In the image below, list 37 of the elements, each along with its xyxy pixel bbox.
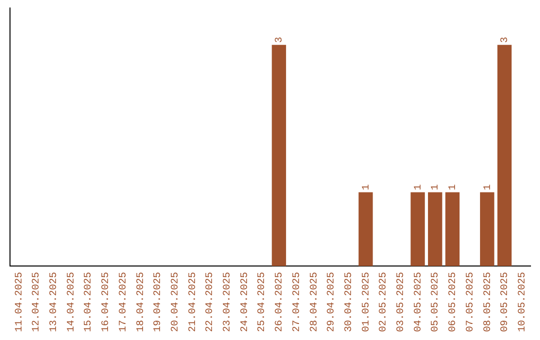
data-label: 1	[448, 184, 460, 190]
x-tick-label: 18.04.2025	[136, 272, 147, 332]
x-tick-label: 05.05.2025	[430, 272, 442, 332]
data-label: 1	[482, 184, 494, 190]
x-tick-label: 24.04.2025	[240, 272, 251, 332]
x-tick-label: 23.04.2025	[222, 272, 234, 332]
x-tick-label: 19.04.2025	[153, 272, 164, 332]
x-tick-label: 01.05.2025	[361, 272, 372, 332]
x-tick-label: 17.04.2025	[118, 272, 130, 332]
data-label: 1	[430, 184, 442, 190]
data-label: 3	[500, 36, 512, 43]
x-tick-label: 29.04.2025	[326, 272, 338, 332]
data-label: 1	[361, 184, 372, 190]
x-tick-label: 21.04.2025	[188, 272, 199, 332]
x-tick-label: 04.05.2025	[413, 272, 424, 332]
x-tick-label: 16.04.2025	[101, 272, 112, 332]
x-tick-label: 08.05.2025	[482, 272, 494, 332]
x-tick-label: 15.04.2025	[84, 272, 95, 332]
x-tick-label: 10.05.2025	[517, 272, 528, 332]
x-tick-label: 03.05.2025	[396, 272, 408, 332]
x-tick-label: 30.04.2025	[344, 272, 355, 332]
x-tick-label: 06.05.2025	[448, 272, 460, 332]
x-tick-label: 25.04.2025	[257, 272, 268, 332]
x-tick-label: 28.04.2025	[309, 272, 320, 332]
x-tick-label: 26.04.2025	[274, 272, 286, 332]
x-tick-label: 09.05.2025	[500, 272, 512, 332]
data-label: 3	[274, 36, 286, 43]
x-tick-label: 12.04.2025	[32, 272, 43, 332]
x-tick-label: 22.04.2025	[205, 272, 216, 332]
x-tick-label: 20.04.2025	[170, 272, 182, 332]
x-tick-label: 27.04.2025	[292, 272, 303, 332]
x-tick-label: 11.04.2025	[14, 272, 26, 332]
data-label: 1	[413, 184, 424, 190]
x-tick-label: 14.04.2025	[66, 272, 78, 332]
x-tick-label: 13.04.2025	[49, 272, 60, 332]
x-tick-label: 07.05.2025	[465, 272, 476, 332]
x-tick-label: 02.05.2025	[378, 272, 390, 332]
